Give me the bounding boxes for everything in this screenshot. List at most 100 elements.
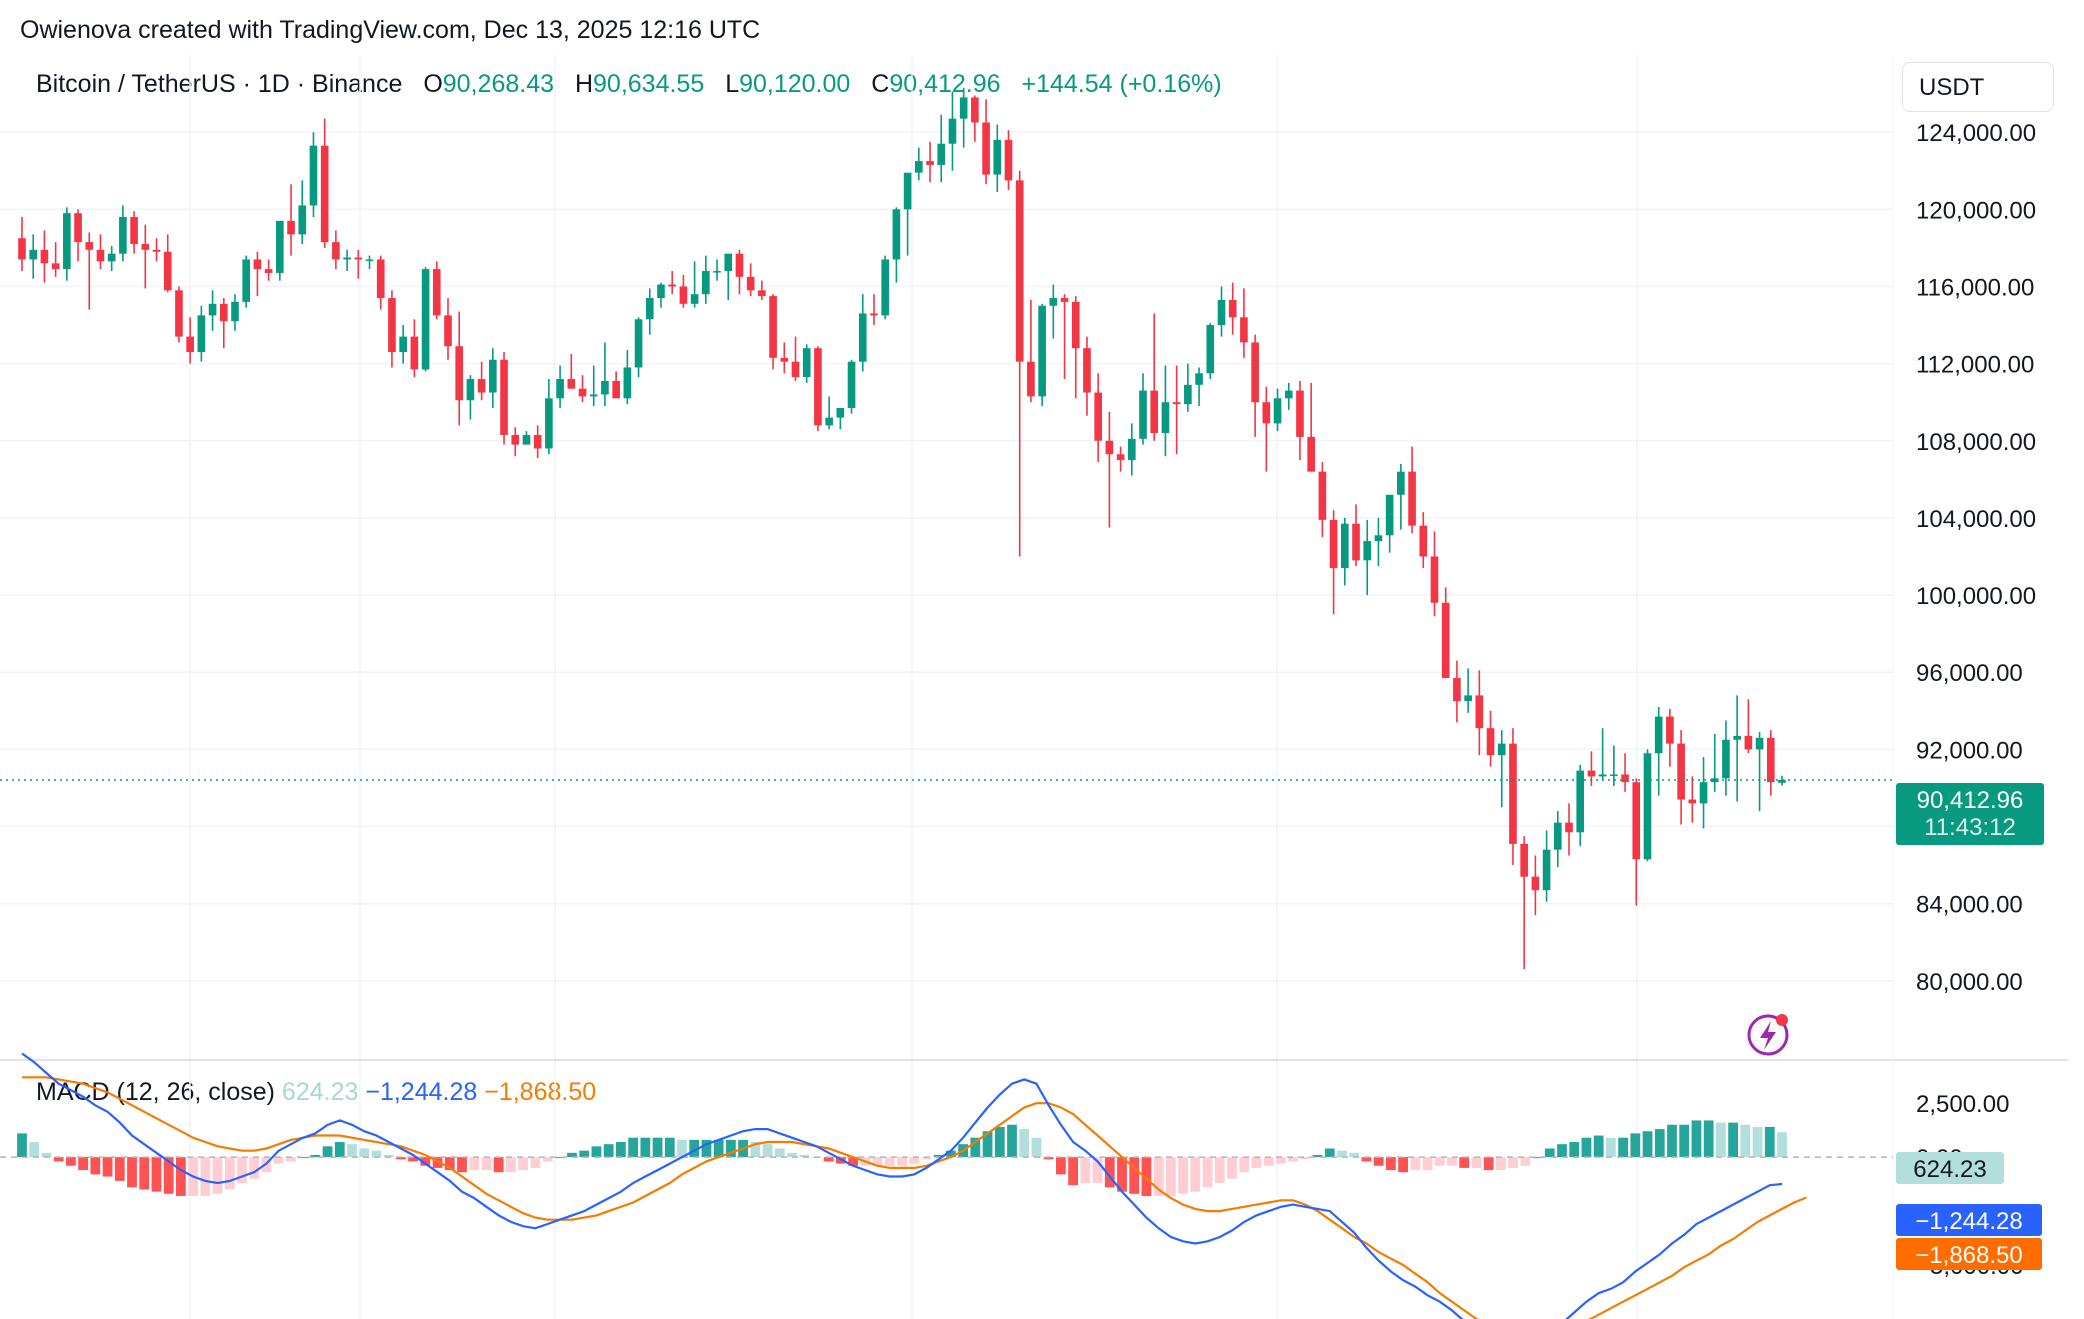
macd-hist-bar	[652, 1137, 663, 1158]
macd-hist-bar	[127, 1157, 137, 1188]
candle	[645, 288, 654, 335]
symbol-title[interactable]: Bitcoin / TetherUS · 1D · Binance	[36, 70, 403, 98]
currency-unit-button[interactable]: USDT	[1902, 62, 2054, 112]
macd-line-badge: −1,244.28	[1896, 1204, 2042, 1236]
candle-body	[219, 303, 228, 322]
candle	[287, 184, 295, 256]
macd-hist-bar	[310, 1154, 321, 1158]
candle	[1027, 299, 1035, 403]
macd-hist-bar	[249, 1157, 260, 1179]
candle-body	[1184, 384, 1192, 405]
candle-body	[399, 336, 407, 353]
macd-signal-badge: −1,868.50	[1896, 1238, 2042, 1270]
candle-body	[533, 434, 542, 449]
macd-hist-bar	[762, 1144, 773, 1158]
candle-body	[1553, 822, 1562, 850]
macd-hist-bar	[1679, 1124, 1690, 1158]
candle	[1475, 670, 1484, 756]
candle	[634, 317, 643, 378]
candle	[455, 311, 464, 426]
candle	[1497, 730, 1506, 808]
candle-body	[1531, 876, 1540, 891]
last-price-badge: 90,412.96 11:43:12	[1896, 783, 2044, 845]
candle	[18, 217, 26, 272]
candle-body	[1374, 535, 1383, 542]
price-tick-label: 108,000.00	[1916, 429, 2036, 456]
candle	[1744, 699, 1753, 754]
macd-hist-bar	[1728, 1122, 1738, 1158]
macd-hist-bar	[946, 1150, 956, 1158]
macd-hist-bar	[848, 1157, 858, 1166]
macd-hist-bar	[102, 1157, 113, 1177]
macd-hist-bar	[921, 1157, 932, 1160]
macd-hist-bar	[1777, 1132, 1787, 1158]
macd-line-value: −1,244.28	[365, 1078, 478, 1106]
candle-body	[769, 296, 777, 358]
candle	[1654, 706, 1663, 796]
candle	[175, 286, 183, 343]
candle-body	[1262, 402, 1271, 424]
candle	[163, 234, 172, 293]
candle-body	[1363, 541, 1372, 561]
candle	[40, 230, 49, 283]
candle	[1397, 463, 1405, 530]
candle-body	[186, 336, 194, 353]
candle	[567, 353, 576, 389]
candle	[1094, 373, 1102, 462]
candle	[130, 211, 138, 254]
candle-body	[63, 213, 71, 270]
candle	[1722, 720, 1730, 796]
candle	[1004, 130, 1013, 191]
candle	[376, 255, 385, 310]
macd-hist-bar	[1630, 1133, 1641, 1158]
macd-hist-bar	[579, 1150, 590, 1158]
candle	[1329, 510, 1338, 615]
candle	[219, 298, 228, 349]
candle-body	[1340, 523, 1349, 569]
candle	[152, 238, 161, 262]
candle	[556, 365, 564, 408]
candle	[623, 350, 632, 405]
last-price-badge-countdown: 11:43:12	[1924, 814, 2016, 841]
candle	[63, 207, 71, 281]
macd-hist-bar	[1752, 1126, 1763, 1158]
candle-body	[1755, 737, 1764, 750]
candle-body	[354, 257, 363, 260]
macd-hist-bar	[469, 1157, 480, 1171]
candle-body	[1329, 519, 1338, 569]
candle	[657, 282, 665, 308]
macd-hist-bar	[163, 1157, 174, 1194]
macd-hist-bar	[628, 1137, 638, 1158]
candle	[870, 294, 878, 326]
macd-hist-bar	[994, 1126, 1005, 1158]
candle	[1116, 446, 1125, 472]
candle	[1419, 512, 1428, 569]
candle-body	[1733, 735, 1741, 740]
candle	[444, 298, 452, 360]
candle	[332, 230, 340, 270]
candle-body	[477, 379, 486, 393]
candle-body	[1430, 556, 1439, 603]
macd-hist-bar	[1764, 1126, 1775, 1158]
candle-body	[85, 242, 94, 250]
macd-hist-bar	[616, 1142, 626, 1158]
macd-hist-bar	[420, 1157, 431, 1166]
macd-hist-bar	[1092, 1157, 1103, 1184]
candle	[1441, 587, 1450, 679]
candle	[1105, 411, 1114, 528]
lightning-icon[interactable]	[1747, 1014, 1789, 1056]
candle-body	[432, 269, 441, 316]
candle-body	[892, 209, 901, 260]
macd-hist-bar	[90, 1157, 101, 1175]
candle	[365, 255, 374, 270]
macd-hist-bar	[982, 1131, 993, 1158]
macd-hist-bar	[750, 1142, 761, 1158]
candle-body	[1710, 778, 1719, 783]
candle	[1520, 836, 1528, 970]
candle-body	[152, 249, 161, 252]
candle	[780, 342, 789, 374]
price-axis: 124,000.00 120,000.00 116,000.00 112,000.00…	[1916, 120, 2036, 996]
candle-body	[1464, 695, 1472, 702]
macd-hist-bar	[1606, 1137, 1616, 1158]
